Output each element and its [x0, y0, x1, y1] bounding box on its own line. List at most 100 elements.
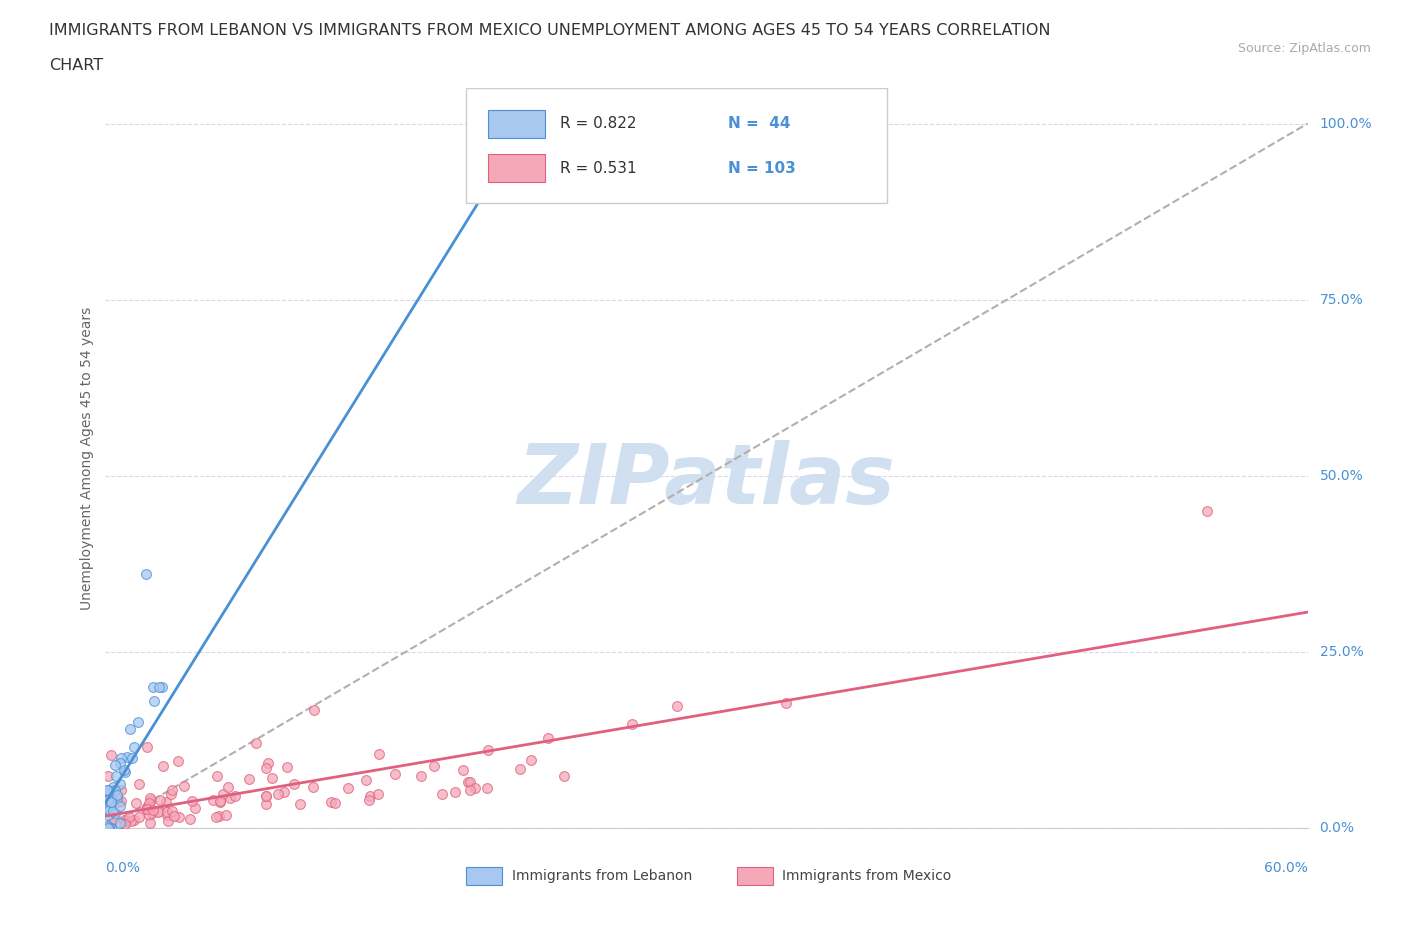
Point: [98, 798, 121, 813]
Point: [156, 808, 179, 823]
Point: [267, 787, 290, 802]
Point: [359, 789, 381, 804]
Point: [254, 789, 277, 804]
Point: [430, 787, 453, 802]
Point: [108, 816, 131, 830]
Point: [94, 820, 117, 835]
Point: [110, 782, 132, 797]
Point: [207, 769, 229, 784]
Point: [97, 820, 120, 835]
Point: [139, 815, 162, 830]
Point: [100, 748, 122, 763]
Point: [138, 808, 160, 823]
Point: [367, 787, 389, 802]
Point: [110, 793, 132, 808]
Point: [534, 116, 557, 131]
Point: [337, 780, 360, 795]
Point: [96, 782, 118, 797]
Point: [458, 782, 481, 797]
Point: [444, 785, 467, 800]
Point: [127, 714, 149, 729]
Point: [110, 756, 132, 771]
Point: [114, 764, 136, 779]
Point: [114, 817, 136, 831]
Text: 25.0%: 25.0%: [1320, 644, 1364, 658]
Point: [256, 756, 278, 771]
Point: [359, 792, 381, 807]
Text: 100.0%: 100.0%: [1320, 116, 1372, 130]
Point: [105, 790, 128, 805]
Text: CHART: CHART: [49, 58, 103, 73]
Point: [167, 753, 190, 768]
Point: [112, 817, 135, 831]
Point: [107, 794, 129, 809]
Text: 0.0%: 0.0%: [1320, 820, 1354, 835]
Point: [321, 794, 343, 809]
Point: [101, 779, 124, 794]
Point: [464, 781, 486, 796]
Point: [457, 775, 479, 790]
FancyBboxPatch shape: [465, 88, 887, 203]
Point: [96, 787, 118, 802]
Point: [97, 807, 120, 822]
Point: [122, 812, 145, 827]
Point: [509, 762, 531, 777]
Point: [115, 749, 138, 764]
Point: [96, 820, 118, 835]
Point: [157, 814, 180, 829]
Point: [100, 795, 122, 810]
Point: [97, 793, 120, 808]
Point: [167, 810, 190, 825]
Point: [537, 730, 560, 745]
Point: [142, 694, 165, 709]
Point: [477, 742, 499, 757]
Point: [356, 773, 378, 788]
Point: [135, 802, 157, 817]
Point: [288, 797, 311, 812]
Point: [260, 770, 283, 785]
Point: [149, 792, 172, 807]
Point: [98, 819, 121, 834]
Point: [620, 716, 643, 731]
Point: [211, 787, 233, 802]
Point: [423, 759, 446, 774]
Point: [100, 816, 122, 830]
Point: [139, 790, 162, 805]
Point: [135, 740, 157, 755]
Y-axis label: Unemployment Among Ages 45 to 54 years: Unemployment Among Ages 45 to 54 years: [80, 306, 94, 610]
Text: 50.0%: 50.0%: [1320, 469, 1364, 483]
Point: [141, 792, 163, 807]
Point: [254, 760, 277, 775]
Text: N =  44: N = 44: [728, 116, 790, 131]
Point: [160, 787, 183, 802]
Point: [105, 768, 128, 783]
Point: [276, 760, 298, 775]
Text: 60.0%: 60.0%: [1264, 861, 1308, 875]
Point: [100, 794, 122, 809]
Point: [254, 796, 277, 811]
Point: [108, 777, 131, 791]
Point: [775, 696, 797, 711]
Point: [141, 806, 163, 821]
Point: [181, 793, 204, 808]
Point: [217, 779, 239, 794]
Point: [108, 798, 131, 813]
Point: [103, 806, 125, 821]
Point: [156, 804, 179, 819]
Point: [475, 780, 498, 795]
Text: N = 103: N = 103: [728, 161, 796, 176]
Point: [118, 809, 141, 824]
Point: [110, 751, 132, 765]
Point: [125, 795, 148, 810]
Point: [138, 796, 160, 811]
Point: [160, 783, 183, 798]
Point: [101, 785, 124, 800]
Point: [128, 777, 150, 792]
Point: [179, 812, 201, 827]
Point: [224, 789, 246, 804]
Text: 0.0%: 0.0%: [105, 861, 141, 875]
Point: [120, 722, 142, 737]
Point: [520, 752, 543, 767]
Point: [208, 809, 231, 824]
Point: [150, 680, 173, 695]
